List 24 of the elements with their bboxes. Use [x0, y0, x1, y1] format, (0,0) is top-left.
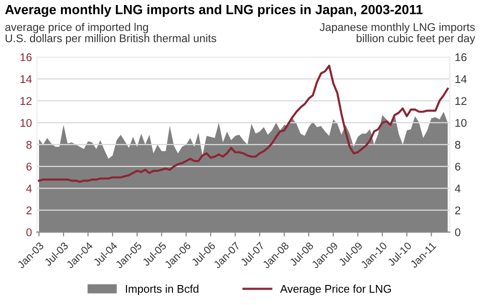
y-tick-label: 0: [26, 228, 32, 236]
y2-tick-label: 12: [455, 97, 466, 105]
legend-label: Average Price for LNG: [280, 284, 391, 295]
y-tick-label: 10: [20, 118, 32, 127]
y-tick-label: 16: [20, 53, 32, 62]
y2-tick-label: 10: [455, 118, 467, 127]
legend-label: Imports in Bcfd: [126, 284, 198, 295]
y2-tick-label: 14: [455, 75, 467, 83]
y2-tick-label: 8: [455, 140, 460, 149]
y2-tick-label: 2: [455, 206, 460, 214]
y2-tick-label: 4: [454, 184, 460, 192]
chart-title: Average monthly LNG imports and LNG prices in Japan, 2003-2011: [5, 4, 423, 17]
y2-axis-title: Japanese monthly LNG imports billion cubic feet per day: [320, 22, 476, 44]
y2-tick-label: 0: [455, 228, 460, 236]
y-tick-label: 8: [26, 140, 32, 149]
y-tick-label: 6: [26, 162, 32, 171]
y2-tick-label: 6: [455, 162, 460, 171]
y2-tick-label: 16: [455, 53, 466, 62]
y-axis-title: average price of imported lng U.S. dollars per million British thermal units: [5, 22, 216, 44]
y-tick-label: 12: [20, 97, 32, 105]
line-series: [38, 64, 449, 183]
y-tick-label: 4: [26, 184, 32, 192]
y-tick-label: 14: [20, 75, 32, 83]
y-tick-label: 2: [26, 206, 32, 214]
